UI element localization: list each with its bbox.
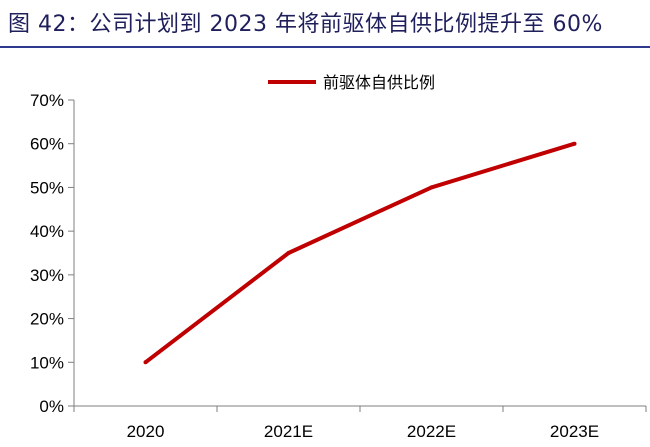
y-tick-label: 10% bbox=[30, 353, 64, 372]
y-tick-label: 0% bbox=[39, 397, 64, 416]
x-tick-label: 2022E bbox=[407, 422, 456, 441]
y-tick-label: 30% bbox=[30, 266, 64, 285]
chart-title: 图 42：公司计划到 2023 年将前驱体自供比例提升至 60% bbox=[8, 12, 603, 37]
y-tick-label: 20% bbox=[30, 310, 64, 329]
chart-axes bbox=[73, 100, 646, 407]
y-tick-label: 60% bbox=[30, 135, 64, 154]
x-tick-label: 2021E bbox=[264, 422, 313, 441]
y-tick-label: 70% bbox=[30, 91, 64, 110]
data-point bbox=[143, 360, 148, 365]
data-point bbox=[286, 251, 291, 255]
axis-ticks: 0% 10% 20% 30% 40% 50% 60% 70% 2020 2021E 2022E 202… bbox=[30, 91, 647, 441]
series-line bbox=[144, 141, 576, 364]
y-tick-label: 40% bbox=[30, 222, 64, 241]
data-point bbox=[429, 185, 434, 190]
title-divider bbox=[0, 46, 650, 48]
y-tick-label: 50% bbox=[30, 178, 64, 197]
data-point bbox=[572, 141, 577, 146]
legend-label: 前驱体自供比例 bbox=[323, 73, 435, 92]
chart-series bbox=[143, 141, 577, 365]
x-tick-label: 2023E bbox=[550, 422, 599, 441]
chart-legend: 前驱体自供比例 bbox=[268, 73, 435, 92]
x-tick-label: 2020 bbox=[127, 422, 165, 441]
